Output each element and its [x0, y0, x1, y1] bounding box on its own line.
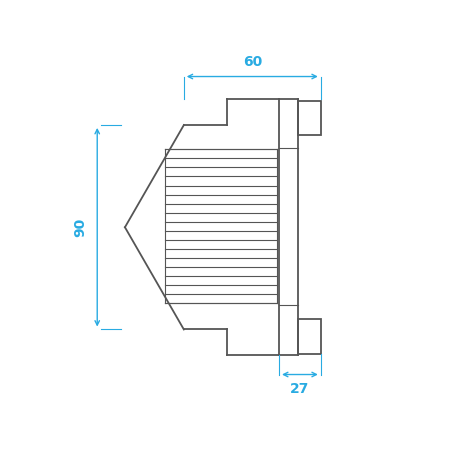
Bar [298, 101, 321, 135]
Bar [298, 319, 321, 354]
Text: 27: 27 [290, 382, 310, 396]
Text: 60: 60 [243, 55, 262, 69]
Text: 90: 90 [73, 218, 87, 237]
